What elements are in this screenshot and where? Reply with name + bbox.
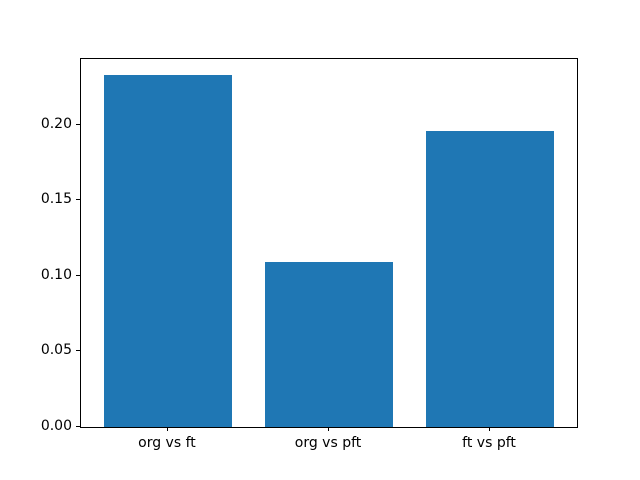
bar-ft-vs-pft bbox=[425, 130, 555, 427]
x-tick-label-org-vs-pft: org vs pft bbox=[294, 435, 362, 451]
y-tick-label-0.20: 0.20 bbox=[40, 115, 72, 132]
y-tick-mark-0.05 bbox=[76, 350, 80, 352]
x-tick-mark-ft-vs-pft bbox=[489, 427, 491, 431]
y-tick-label-0.00: 0.00 bbox=[40, 418, 72, 434]
y-tick-mark-0.00 bbox=[76, 426, 80, 427]
y-tick-label-0.15: 0.15 bbox=[40, 191, 72, 208]
x-tick-label-ft-vs-pft: ft vs pft bbox=[462, 435, 516, 451]
x-tick-mark-org-vs-ft bbox=[166, 427, 168, 431]
y-tick-mark-0.15 bbox=[76, 199, 80, 201]
bar-org-vs-pft bbox=[264, 262, 394, 427]
y-tick-mark-0.10 bbox=[76, 274, 80, 276]
bar-org-vs-ft bbox=[103, 75, 233, 427]
y-tick-mark-0.20 bbox=[76, 123, 80, 125]
plot-area bbox=[80, 58, 578, 428]
x-tick-label-org-vs-ft: org vs ft bbox=[138, 435, 196, 451]
y-tick-label-0.05: 0.05 bbox=[40, 342, 72, 359]
y-tick-label-0.10: 0.10 bbox=[40, 266, 72, 283]
x-tick-mark-org-vs-pft bbox=[328, 427, 329, 431]
